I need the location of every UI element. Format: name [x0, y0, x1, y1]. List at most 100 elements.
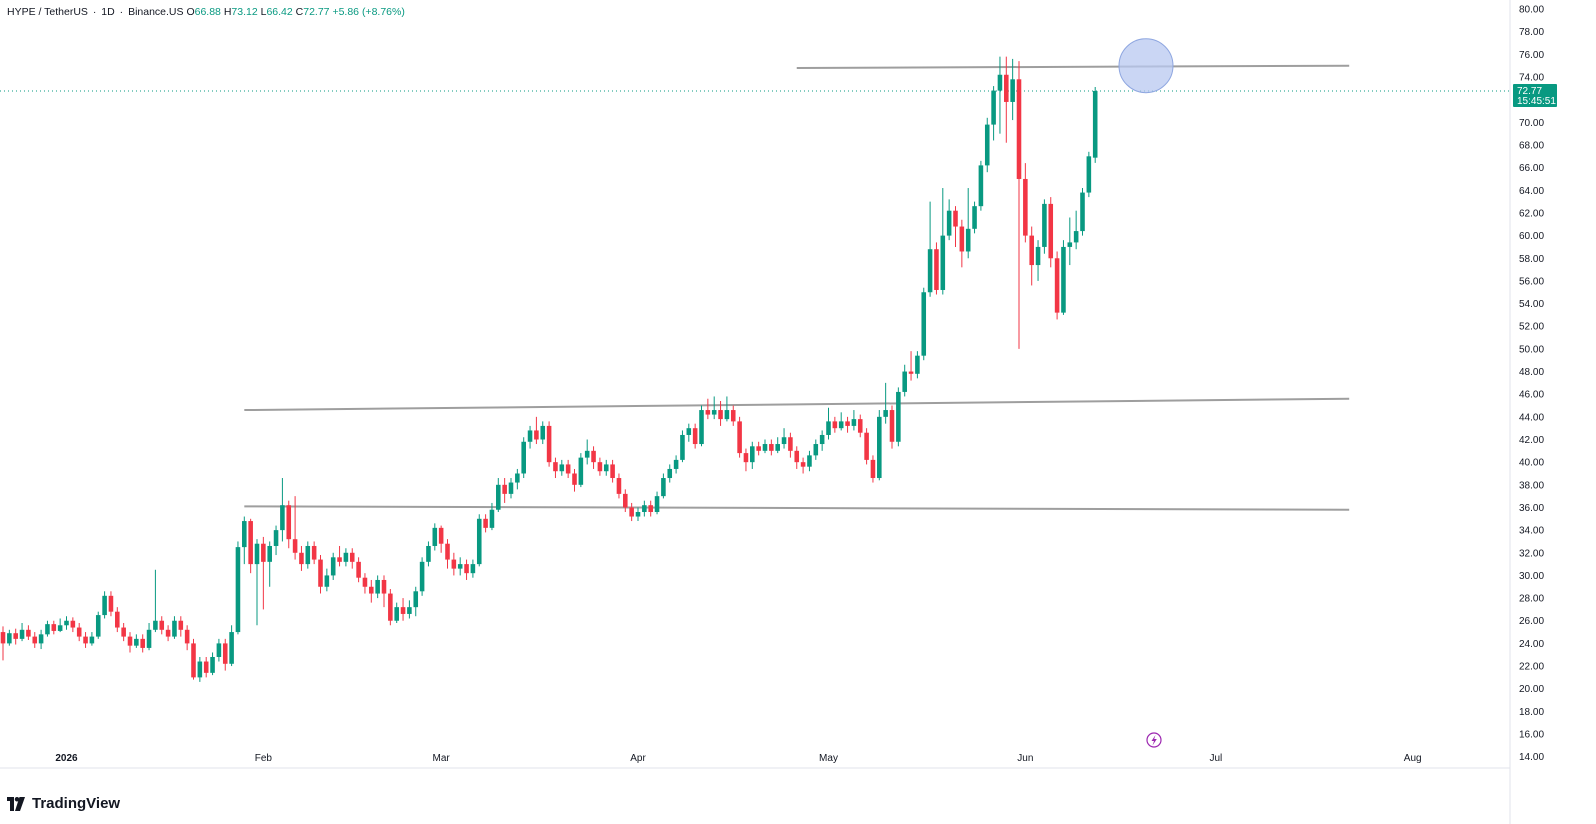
candle-up[interactable]	[813, 439, 819, 460]
candle-down[interactable]	[737, 416, 742, 458]
candle-up[interactable]	[146, 623, 152, 651]
candle-down[interactable]	[356, 557, 361, 583]
candles[interactable]	[0, 56, 1098, 682]
candle-up[interactable]	[235, 541, 241, 635]
candle-up[interactable]	[540, 421, 546, 445]
candle-down[interactable]	[248, 518, 253, 574]
candle-up[interactable]	[997, 56, 1003, 134]
candle-up[interactable]	[432, 523, 438, 551]
candle-up[interactable]	[489, 502, 495, 531]
candle-down[interactable]	[889, 405, 895, 449]
candle-up[interactable]	[896, 387, 901, 447]
candle-down[interactable]	[629, 502, 634, 522]
candle-down[interactable]	[445, 539, 450, 569]
candle-down[interactable]	[140, 634, 145, 653]
candle-down[interactable]	[451, 552, 457, 576]
candle-up[interactable]	[635, 507, 641, 522]
candle-down[interactable]	[934, 242, 939, 295]
interval[interactable]: 1D	[101, 6, 115, 18]
candle-down[interactable]	[1016, 61, 1022, 349]
candle-down[interactable]	[705, 398, 711, 420]
candle-up[interactable]	[254, 539, 260, 626]
candle-up[interactable]	[819, 430, 825, 451]
candle-up[interactable]	[978, 160, 984, 211]
candle-up[interactable]	[838, 412, 844, 431]
candle-up[interactable]	[972, 201, 977, 234]
candle-down[interactable]	[51, 620, 57, 635]
candle-down[interactable]	[311, 541, 317, 565]
candle-down[interactable]	[115, 607, 120, 633]
candle-down[interactable]	[546, 421, 552, 467]
candle-down[interactable]	[337, 545, 342, 567]
candle-up[interactable]	[680, 430, 685, 463]
candle-down[interactable]	[83, 632, 88, 648]
candle-up[interactable]	[7, 629, 12, 646]
candle-up[interactable]	[921, 287, 927, 361]
candle-up[interactable]	[197, 656, 203, 682]
candle-down[interactable]	[438, 525, 444, 553]
candle-up[interactable]	[642, 500, 647, 517]
candle-up[interactable]	[267, 541, 272, 587]
candle-down[interactable]	[616, 473, 622, 499]
candle-up[interactable]	[343, 548, 349, 567]
candle-up[interactable]	[153, 569, 158, 633]
candle-down[interactable]	[832, 416, 838, 433]
candle-down[interactable]	[908, 351, 914, 381]
candle-up[interactable]	[851, 410, 857, 431]
candle-up[interactable]	[210, 652, 215, 676]
candle-up[interactable]	[984, 117, 990, 173]
candle-down[interactable]	[26, 625, 31, 640]
candle-down[interactable]	[800, 457, 806, 474]
candle-down[interactable]	[483, 514, 488, 533]
candle-up[interactable]	[508, 478, 514, 499]
candle-up[interactable]	[496, 478, 501, 512]
tradingview-logo[interactable]: TradingView	[5, 795, 120, 812]
candle-up[interactable]	[413, 586, 419, 617]
candle-down[interactable]	[299, 545, 304, 571]
candle-down[interactable]	[692, 423, 698, 449]
time-axis[interactable]: 2026 Feb Mar Apr May Jun Jul Aug	[55, 753, 1421, 764]
candle-up[interactable]	[470, 559, 476, 578]
candle-up[interactable]	[375, 575, 380, 599]
candle-up[interactable]	[216, 638, 222, 662]
candle-up[interactable]	[775, 437, 780, 454]
candle-up[interactable]	[1035, 240, 1041, 281]
candle-up[interactable]	[172, 616, 177, 639]
candle-up[interactable]	[1010, 58, 1015, 121]
candle-down[interactable]	[1048, 197, 1054, 268]
candle-up[interactable]	[419, 557, 425, 596]
candle-down[interactable]	[959, 219, 965, 268]
candle-up[interactable]	[877, 410, 882, 481]
candle-down[interactable]	[534, 416, 539, 445]
candle-up[interactable]	[476, 514, 482, 567]
candle-up[interactable]	[426, 541, 431, 567]
candle-down[interactable]	[718, 400, 723, 426]
candle-down[interactable]	[610, 459, 615, 483]
candle-up[interactable]	[991, 86, 996, 141]
candle-down[interactable]	[870, 455, 876, 483]
candle-down[interactable]	[794, 446, 800, 469]
candle-down[interactable]	[369, 579, 374, 603]
candle-up[interactable]	[1073, 210, 1079, 250]
candle-up[interactable]	[1080, 188, 1085, 236]
trendlines[interactable]	[244, 64, 1350, 511]
candle-up[interactable]	[915, 351, 920, 379]
candle-up[interactable]	[1042, 199, 1047, 254]
bolt-icon[interactable]	[1146, 732, 1162, 748]
candle-down[interactable]	[318, 555, 323, 594]
symbol-name[interactable]: HYPE / TetherUS	[7, 6, 88, 18]
candle-up[interactable]	[1067, 217, 1073, 266]
candle-up[interactable]	[762, 439, 768, 454]
candle-down[interactable]	[464, 559, 469, 580]
candle-up[interactable]	[603, 459, 609, 476]
candle-up[interactable]	[883, 382, 888, 424]
candle-down[interactable]	[381, 575, 387, 608]
candle-up[interactable]	[102, 591, 107, 619]
candle-down[interactable]	[121, 623, 126, 642]
candle-down[interactable]	[788, 432, 793, 458]
candle-down[interactable]	[362, 573, 368, 594]
candle-down[interactable]	[400, 598, 406, 621]
candle-down[interactable]	[845, 416, 850, 433]
candle-up[interactable]	[686, 423, 692, 442]
